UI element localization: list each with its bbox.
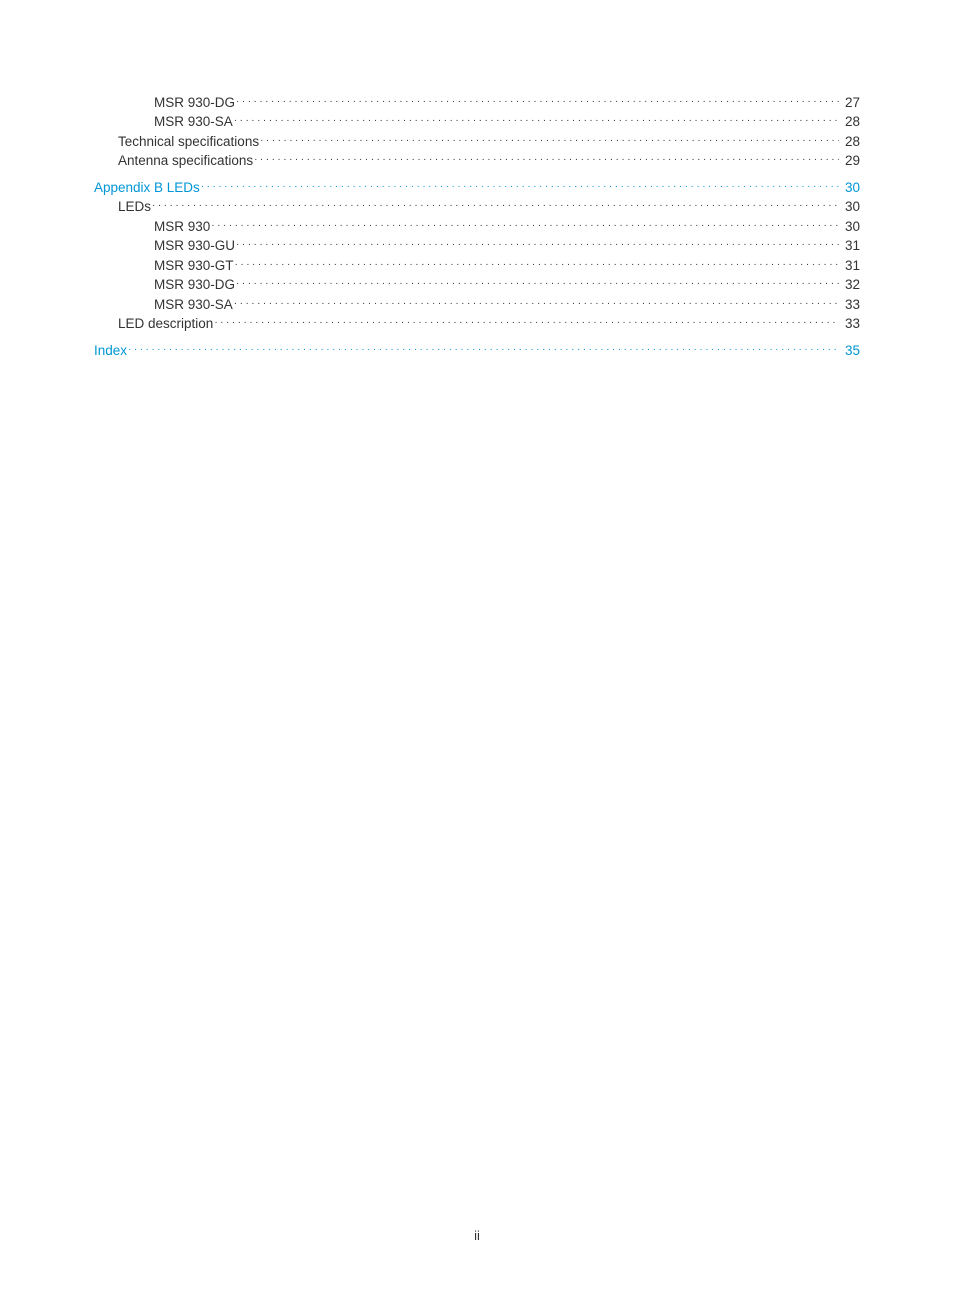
toc-entry-page: 29 [840, 153, 860, 168]
toc-entry-page: 27 [840, 95, 860, 110]
page-number: ii [0, 1228, 954, 1243]
toc-entry-label: MSR 930-DG [154, 95, 235, 110]
toc-entry-label: Technical specifications [118, 134, 259, 149]
toc-entry-page: 30 [840, 219, 860, 234]
toc-entry: MSR 930-DG 32 [94, 276, 860, 293]
toc-entry-page: 28 [840, 114, 860, 129]
toc-entry-page: 32 [840, 277, 860, 292]
toc-entry-label: Antenna specifications [118, 153, 253, 168]
toc-entry: MSR 930-GU 31 [94, 237, 860, 254]
toc-entry: LED description 33 [94, 315, 860, 332]
toc-leader-dots [201, 178, 839, 192]
toc-entry-page: 30 [840, 199, 860, 214]
toc-entry: MSR 930-SA 28 [94, 113, 860, 130]
toc-container: MSR 930-DG27MSR 930-SA28Technical specif… [0, 0, 954, 358]
toc-entry-label: MSR 930-SA [154, 297, 233, 312]
toc-entry-label: MSR 930-DG [154, 277, 235, 292]
toc-entry-label: MSR 930-SA [154, 114, 233, 129]
toc-entry-label: Appendix B LEDs [94, 180, 200, 195]
toc-leader-dots [234, 295, 839, 309]
toc-entry-label: Index [94, 343, 127, 358]
toc-entry: LEDs 30 [94, 198, 860, 215]
toc-leader-dots [236, 276, 839, 290]
toc-entry-label: LED description [118, 316, 213, 331]
toc-entry-label: MSR 930-GU [154, 238, 235, 253]
toc-entry[interactable]: Index 35 [94, 341, 860, 358]
toc-leader-dots [234, 113, 839, 127]
toc-entry: MSR 930-SA 33 [94, 295, 860, 312]
toc-leader-dots [214, 315, 839, 329]
toc-leader-dots [128, 341, 839, 355]
toc-entry-label: MSR 930-GT [154, 258, 234, 273]
toc-entry-page: 35 [840, 343, 860, 358]
toc-entry: MSR 930 30 [94, 217, 860, 234]
toc-entry: MSR 930-GT 31 [94, 256, 860, 273]
toc-entry: Technical specifications 28 [94, 132, 860, 149]
toc-leader-dots [235, 256, 839, 270]
toc-leader-dots [254, 152, 839, 166]
toc-entry-page: 33 [840, 316, 860, 331]
toc-leader-dots [236, 237, 839, 251]
toc-leader-dots [211, 217, 839, 231]
toc-entry-page: 31 [840, 238, 860, 253]
toc-entry[interactable]: Appendix B LEDs 30 [94, 178, 860, 195]
toc-leader-dots [152, 198, 839, 212]
toc-leader-dots [236, 93, 839, 107]
toc-entry-page: 33 [840, 297, 860, 312]
toc-entry-label: LEDs [118, 199, 151, 214]
toc-entry-page: 28 [840, 134, 860, 149]
toc-entry-label: MSR 930 [154, 219, 210, 234]
toc-entry: Antenna specifications 29 [94, 152, 860, 169]
toc-entry-page: 30 [840, 180, 860, 195]
toc-entry: MSR 930-DG 27 [94, 93, 860, 110]
toc-leader-dots [260, 132, 839, 146]
toc-entry-page: 31 [840, 258, 860, 273]
